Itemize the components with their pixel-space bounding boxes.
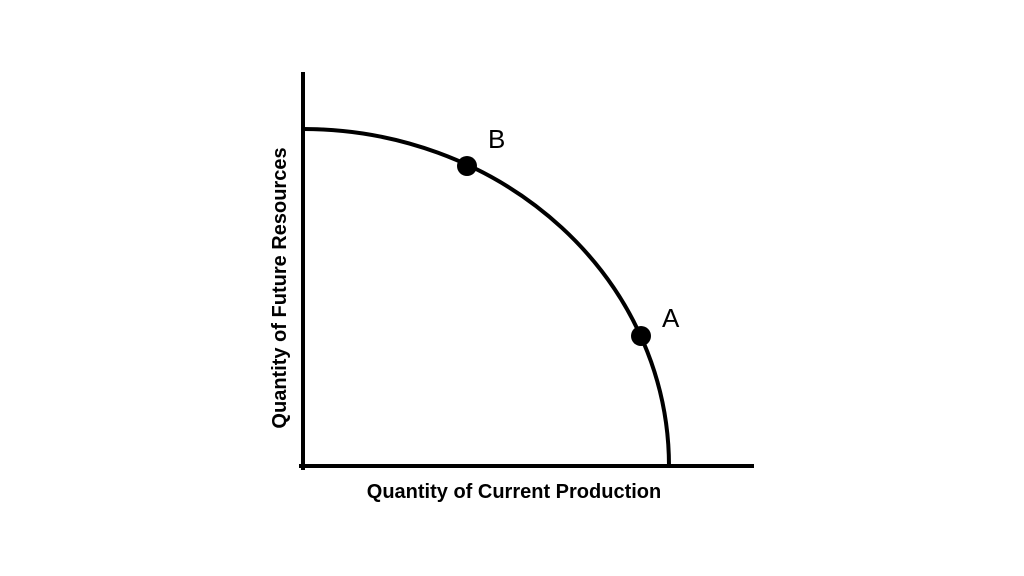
point-b-label: B xyxy=(488,124,505,154)
ppf-curve xyxy=(302,127,671,467)
point-a-label: A xyxy=(662,303,680,333)
y-axis-title: Quantity of Future Resources xyxy=(269,147,291,428)
x-axis-title: Quantity of Current Production xyxy=(367,481,661,503)
point-a-marker xyxy=(631,326,651,346)
point-b-marker xyxy=(457,156,477,176)
